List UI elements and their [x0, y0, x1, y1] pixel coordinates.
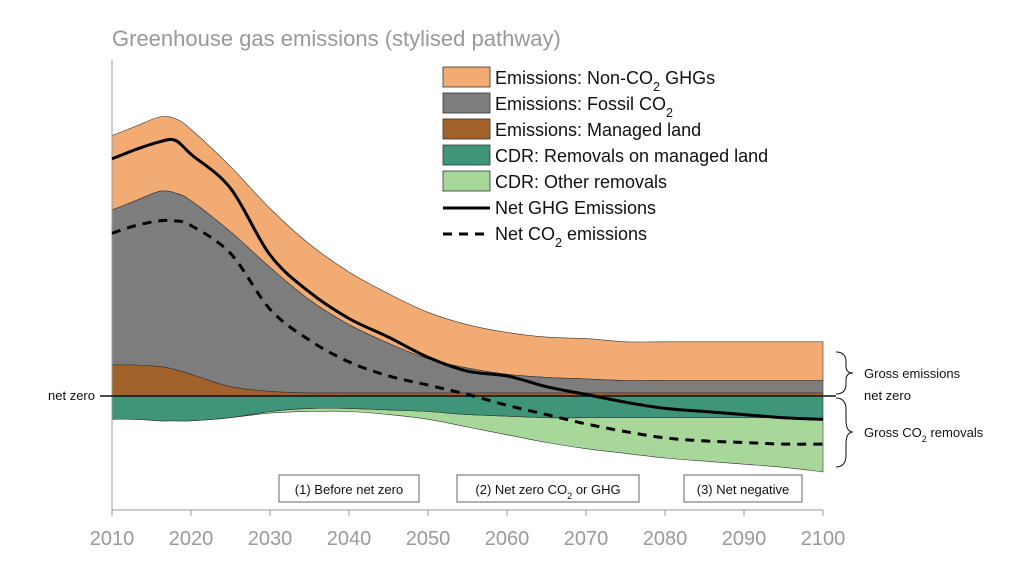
legend-label-emissions-fossil-co: Emissions: Fossil CO2	[495, 94, 673, 120]
legend-swatch-emissions-fossil-co	[442, 92, 491, 114]
x-tick-label-2040: 2040	[327, 528, 372, 550]
legend-label-cdr-removals-on-managed-land: CDR: Removals on managed land	[495, 146, 768, 166]
phase-box-2	[456, 474, 640, 503]
x-tick-label-2090: 2090	[722, 528, 767, 550]
chart-title: Greenhouse gas emissions (stylised pathw…	[112, 26, 561, 51]
phase-box-3	[683, 474, 803, 503]
legend-label-cdr-other-removals: CDR: Other removals	[495, 172, 667, 192]
x-tick-label-2070: 2070	[564, 528, 609, 550]
net-lines-layer	[111, 137, 824, 446]
x-tick-label-2010: 2010	[90, 528, 135, 550]
series-line-net-co2-emissions	[111, 218, 824, 446]
phase-labels: (1) Before net zero (2) Net zero CO2 or G…	[278, 474, 803, 503]
phase-label-3: (3) Net negative	[697, 482, 790, 497]
gross-emissions-bracket	[835, 351, 854, 395]
x-tick-label-2060: 2060	[485, 528, 530, 550]
gross-emissions-label: Gross emissions	[864, 366, 961, 381]
x-tick-label-2100: 2100	[801, 528, 846, 550]
legend-swatch-emissions-non-co	[442, 66, 491, 88]
gross-removals-bracket	[835, 397, 854, 468]
net-zero-label-left: net zero	[48, 388, 95, 403]
legend-swatch-cdr-removals-on-managed-land	[442, 144, 491, 166]
x-tick-label-2030: 2030	[248, 528, 293, 550]
legend-swatch-cdr-other-removals	[442, 170, 491, 192]
phase-box-1	[278, 474, 420, 503]
phase-label-2: (2) Net zero CO2 or GHG	[475, 482, 620, 501]
legend-label-net-ghg-emissions: Net GHG Emissions	[495, 198, 656, 218]
legend-swatch-emissions-managed-land	[442, 118, 491, 140]
x-tick-label-2020: 2020	[169, 528, 214, 550]
x-tick-label-2080: 2080	[643, 528, 688, 550]
phase-label-1: (1) Before net zero	[295, 482, 403, 497]
legend-label-net-co: Net CO2 emissions	[495, 224, 647, 250]
legend-label-emissions-managed-land: Emissions: Managed land	[495, 120, 701, 140]
series-line-net-ghg-emissions	[111, 137, 824, 421]
area-layer	[111, 116, 824, 473]
x-tick-label-2050: 2050	[406, 528, 451, 550]
annotation-layer: net zero net zero Gross emissions Gross CO2…	[48, 351, 984, 468]
gross-removals-label: Gross CO2 removals	[864, 425, 984, 444]
legend-label-emissions-non-co: Emissions: Non-CO2 GHGs	[495, 68, 715, 94]
net-zero-label-right: net zero	[864, 388, 911, 403]
